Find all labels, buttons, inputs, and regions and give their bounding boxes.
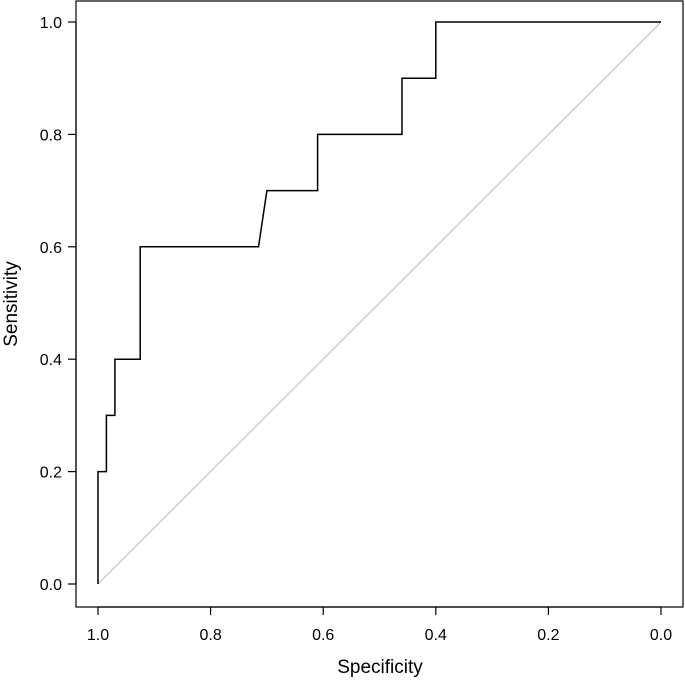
y-tick-label: 1.0 (40, 15, 62, 32)
x-tick-label: 0.6 (312, 627, 334, 644)
plot-frame (75, 0, 684, 608)
y-tick-label: 0.8 (40, 127, 62, 144)
y-tick-label: 0.6 (40, 240, 62, 257)
x-tick-label: 1.0 (87, 627, 109, 644)
x-tick-label: 0.4 (425, 627, 447, 644)
y-tick-label: 0.2 (40, 465, 62, 482)
y-tick-label: 0.0 (40, 577, 62, 594)
x-axis-title: Specificity (337, 657, 423, 678)
roc-curve (97, 21, 661, 584)
x-tick-label: 0.8 (199, 627, 221, 644)
reference-line-layer (97, 21, 662, 585)
y-axis: 0.0 0.2 0.4 0.6 0.8 1.0 (40, 15, 77, 594)
reference-diagonal (97, 21, 662, 585)
roc-curve-layer (97, 21, 661, 584)
x-tick-label: 0.0 (650, 627, 672, 644)
y-tick-label: 0.4 (40, 352, 62, 369)
y-axis-title: Sensitivity (1, 261, 22, 347)
x-tick-label: 0.2 (537, 627, 559, 644)
x-axis: 1.0 0.8 0.6 0.4 0.2 0.0 (87, 606, 672, 644)
